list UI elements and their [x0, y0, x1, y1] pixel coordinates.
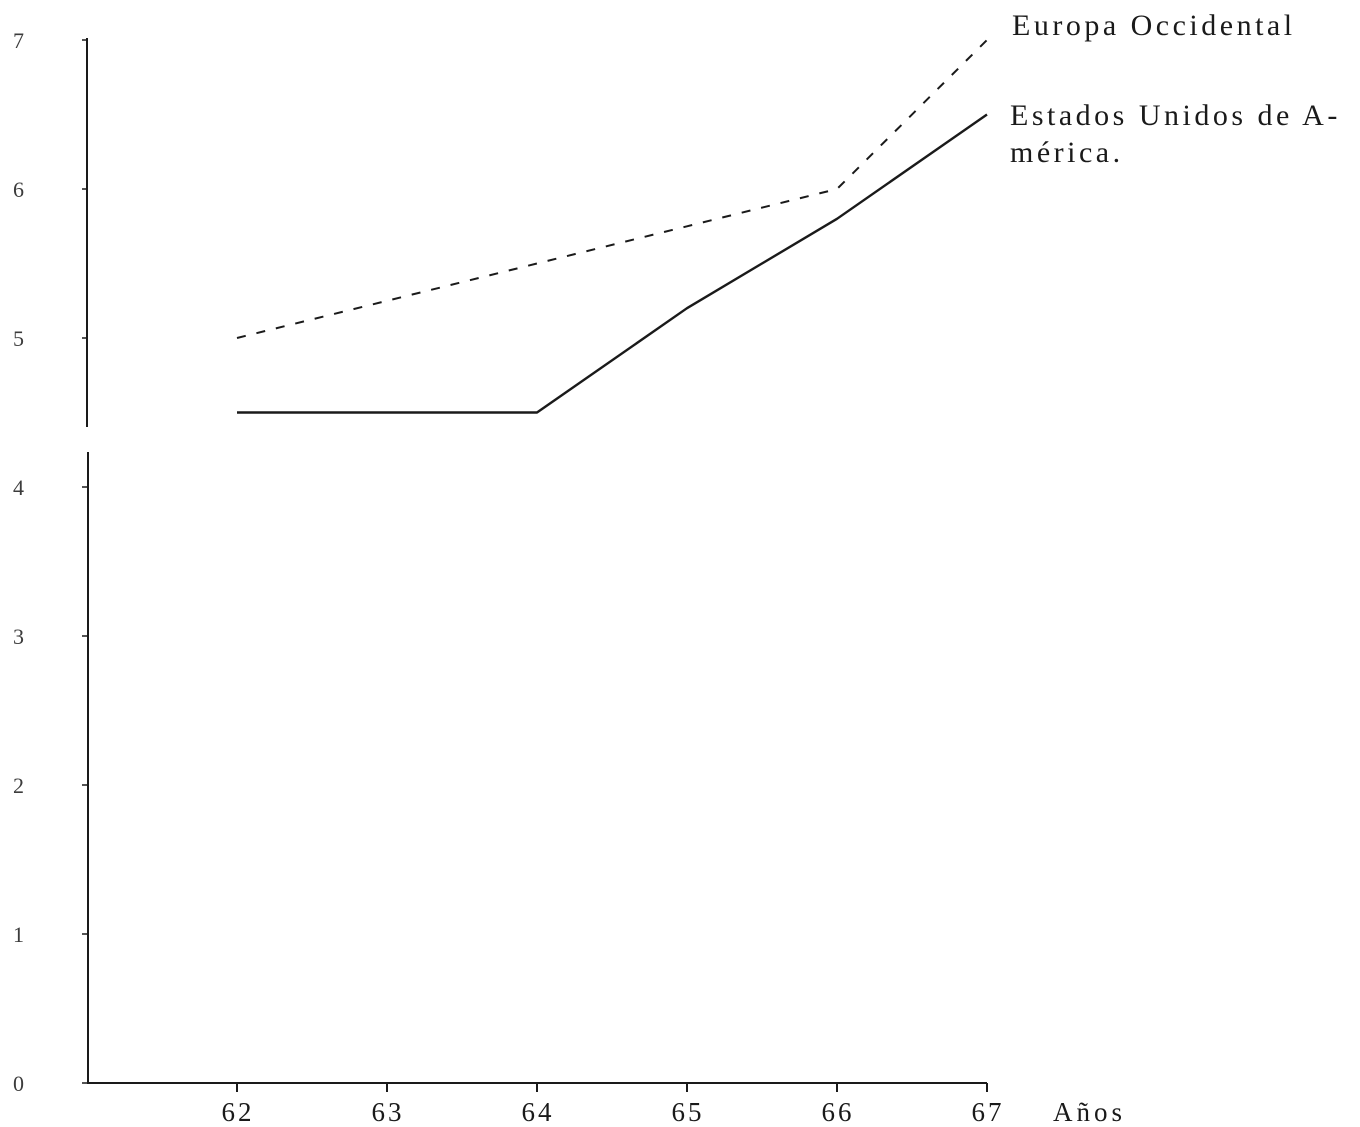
- x-tick-label: 63: [372, 1097, 405, 1127]
- series-labels: Europa Occidental Estados Unidos de A-mér…: [1010, 9, 1341, 169]
- y-axis-line: [86, 38, 89, 1083]
- y-tick-label: 2: [13, 773, 24, 798]
- x-axis-title: Años: [1053, 1097, 1126, 1127]
- x-tick-label: 67: [972, 1097, 1005, 1127]
- series-line-2: [237, 113, 988, 414]
- series-label: Estados Unidos de A-: [1010, 99, 1341, 132]
- y-tick-label: 3: [13, 624, 24, 649]
- series-line-1: [236, 39, 988, 339]
- x-tick-label: 64: [522, 1097, 555, 1127]
- series-label: mérica.: [1010, 136, 1124, 169]
- x-tick-label: 65: [672, 1097, 705, 1127]
- y-tick-label: 6: [13, 177, 24, 202]
- x-tick-label: 62: [222, 1097, 255, 1127]
- y-tick-label: 1: [13, 922, 24, 947]
- series-lines: [236, 39, 988, 414]
- y-tick-label: 0: [13, 1071, 24, 1096]
- y-tick-label: 7: [13, 28, 24, 53]
- series-label: Europa Occidental: [1012, 9, 1296, 42]
- y-tick-label: 5: [13, 326, 24, 351]
- x-tick-label: 66: [822, 1097, 855, 1127]
- y-tick-label: 4: [13, 475, 24, 500]
